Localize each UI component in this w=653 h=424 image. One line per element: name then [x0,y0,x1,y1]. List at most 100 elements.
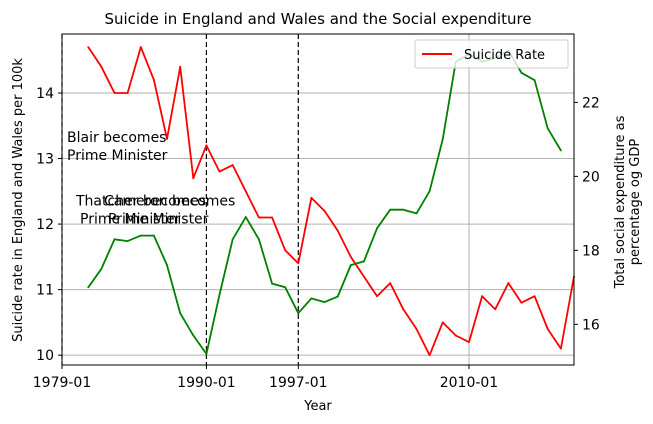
series-point-left-1991 [218,170,221,173]
x-tick-label-1997: 1997-01 [269,375,328,391]
series-point-left-2012 [494,308,497,311]
event-label-1990-line-1: Blair becomes [67,130,166,146]
series-point-right-1988 [179,312,182,315]
series-point-left-1981 [87,46,90,49]
series-point-left-2017 [559,347,562,350]
y-tick-label-left-14: 14 [36,86,54,102]
y-tick-label-left-10: 10 [36,348,54,364]
event-label-1997-line-2: Prime Minister [108,212,209,228]
series-point-left-1988 [179,65,182,68]
series-point-left-2002 [363,275,365,278]
series-point-left-2014 [520,301,523,304]
series-point-right-1984 [126,240,129,243]
annotation-layer: Thatcher becomes Prime Minister Blair beco… [67,130,235,228]
series-point-right-2007 [428,190,431,193]
series-point-left-1998 [310,196,313,199]
legend: Suicide Rate [414,39,569,69]
y-tick-label-right-20: 20 [582,169,600,185]
series-point-right-2017 [559,149,562,152]
series-point-left-2015 [533,295,536,298]
y-tick-label-right-22: 22 [582,95,600,111]
series-point-left-2010 [468,341,470,343]
series-point-left-1999 [323,210,326,212]
y-axis-label-left: Suicide rate in England and Wales per 10… [11,58,26,342]
legend-entry-suicide-rate: Suicide Rate [464,48,545,63]
series-point-right-2006 [415,212,418,215]
tick-layer: 10 11 12 13 14 16 18 20 22 1979-01 1990-01 1997-01 2… [33,86,600,391]
series-point-left-1996 [284,249,287,252]
series-point-right-1996 [284,286,287,289]
series-point-right-2000 [336,295,339,298]
y-tick-label-right-18: 18 [582,243,600,259]
series-point-right-1982 [100,267,103,270]
y-tick-label-right-16: 16 [582,317,600,333]
series-point-right-2015 [533,79,536,82]
x-axis-label: Year [303,399,332,414]
series-point-left-1993 [244,190,247,193]
series-point-right-1998 [310,297,313,300]
series-point-left-1989 [192,177,195,180]
series-point-right-1992 [231,238,234,241]
series-point-left-1987 [166,137,168,140]
chart-title: Suicide in England and Wales and the Soc… [104,10,531,28]
y-tick-label-left-11: 11 [36,283,54,299]
series-point-left-1994 [258,216,260,219]
series-point-left-2003 [376,295,378,298]
series-point-right-1985 [139,234,142,237]
legend-box [414,39,569,69]
series-point-left-2011 [481,295,484,298]
series-point-right-1993 [244,216,247,218]
event-label-1990-line-2: Prime Minister [67,148,168,164]
series-point-left-1992 [231,164,234,166]
series-point-left-1985 [139,46,142,49]
series-point-right-1986 [152,234,155,237]
grid-layer [62,92,574,356]
x-tick-label-2010: 2010-01 [440,375,499,391]
event-label-1979-line-1: Thatcher becomes [75,194,206,210]
series-point-right-1997 [297,312,300,315]
series-point-right-2008 [441,138,444,141]
series-point-right-2005 [402,208,405,211]
series-point-left-1984 [126,92,129,94]
series-point-left-1982 [100,65,103,68]
series-point-right-1983 [113,238,116,241]
y-tick-label-left-13: 13 [36,152,54,168]
series-point-right-2004 [389,208,392,211]
series-point-left-1997 [297,262,300,265]
y-axis-label-right-line-2: percentage og GDP [628,139,643,266]
series-point-left-1983 [113,92,116,94]
x-tick-label-1990: 1990-01 [177,375,236,391]
series-point-left-1990 [205,144,208,147]
series-point-right-1981 [87,286,90,289]
series-point-right-2003 [376,227,378,230]
series-point-left-2013 [507,282,510,284]
event-label-1979-line-2: Prime Minister [80,212,181,228]
series-point-left-1995 [271,216,273,219]
series-point-left-1986 [152,78,155,81]
y-axis-label-right: Total social expenditure as percentage o… [613,115,643,289]
series-point-left-2009 [454,334,457,337]
series-point-right-1987 [166,264,168,267]
y-axis-label-right-line-1: Total social expenditure as [613,115,628,289]
series-point-right-2001 [349,264,352,267]
series-point-right-1999 [323,301,326,304]
series-point-left-2004 [389,282,392,284]
series-point-left-2005 [402,308,405,311]
series-point-right-1989 [192,334,195,337]
series-point-left-2000 [336,229,339,232]
series-point-left-2016 [546,328,549,330]
series-point-left-2008 [441,321,444,324]
series-point-right-2014 [520,71,523,74]
series-point-left-2001 [349,255,352,258]
series-line-left [87,46,575,357]
plot-frame [61,33,575,366]
series-point-right-1990 [205,353,208,355]
series-point-right-2002 [363,260,365,263]
series-point-right-1991 [218,293,221,296]
series-point-left-2006 [415,328,418,330]
x-tick-label-1979: 1979-01 [33,375,92,391]
y-tick-label-left-12: 12 [36,217,54,233]
series-point-right-1995 [271,282,273,285]
series-point-right-1994 [258,238,260,241]
